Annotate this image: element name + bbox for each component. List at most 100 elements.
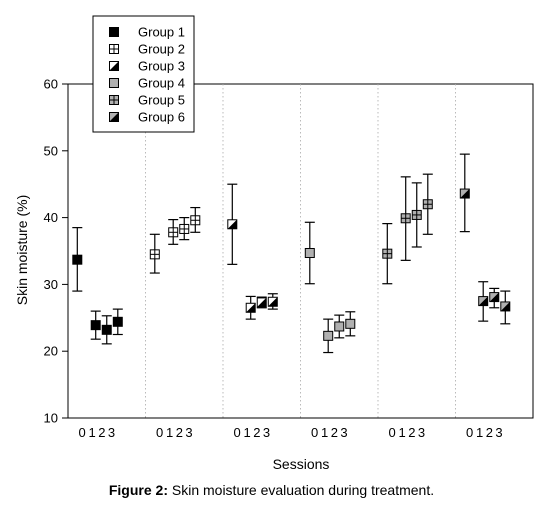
marker-crosshatch <box>179 223 190 234</box>
data-point <box>168 219 179 245</box>
x-tick-label: 2 <box>98 425 105 440</box>
x-tick-label: 2 <box>253 425 260 440</box>
x-axis-label: Sessions <box>273 456 330 472</box>
plot-border <box>67 83 534 419</box>
x-tick-label: 3 <box>495 425 502 440</box>
series-5 <box>382 173 433 285</box>
marker-half-gray <box>500 301 511 312</box>
series-1 <box>72 227 123 345</box>
marker-half-black <box>109 61 119 71</box>
series-2 <box>149 206 201 274</box>
x-tick-label: 0 <box>466 425 473 440</box>
marker-half-gray <box>459 188 470 199</box>
legend-item: Group 5 <box>109 93 185 108</box>
data-point <box>411 182 422 248</box>
x-tick-label: 0 <box>78 425 85 440</box>
marker-half-gray <box>489 292 500 303</box>
data-point <box>245 295 256 320</box>
x-tick-label: 3 <box>263 425 270 440</box>
legend-label: Group 2 <box>138 42 185 57</box>
x-tick-label: 3 <box>108 425 115 440</box>
y-tick-label: 10 <box>44 411 58 426</box>
x-tick-label: 2 <box>408 425 415 440</box>
marker-half-black <box>256 297 267 308</box>
data-point <box>345 311 356 337</box>
x-tick-label: 3 <box>340 425 347 440</box>
legend-label: Group 1 <box>138 25 185 40</box>
series-6 <box>459 153 511 325</box>
marker-solid <box>109 27 119 37</box>
marker-gray <box>345 318 356 329</box>
data-point <box>179 217 190 241</box>
marker-solid <box>72 254 83 265</box>
data-point <box>422 173 433 235</box>
x-tick-label: 0 <box>388 425 395 440</box>
x-tick-label: 2 <box>331 425 338 440</box>
marker-crosshatch <box>109 44 119 54</box>
caption-text: Skin moisture evaluation during treatmen… <box>167 482 435 498</box>
x-tick-label: 0 <box>156 425 163 440</box>
legend-label: Group 3 <box>138 59 185 74</box>
y-tick-label: 40 <box>44 210 58 225</box>
marker-gray-crosshatch <box>382 248 393 259</box>
data-point <box>500 290 511 325</box>
y-tick-label: 30 <box>44 277 58 292</box>
marker-half-gray <box>478 296 489 307</box>
x-tick-label: 0 <box>311 425 318 440</box>
data-point <box>190 206 201 233</box>
marker-solid <box>101 324 112 335</box>
data-point <box>72 227 83 292</box>
data-point <box>149 233 160 274</box>
marker-gray-crosshatch <box>411 209 422 220</box>
group-separators <box>145 84 456 418</box>
data-point <box>267 293 278 310</box>
x-tick-label: 1 <box>89 425 96 440</box>
legend-label: Group 5 <box>138 93 185 108</box>
data-point <box>334 314 345 339</box>
y-axis-label: Skin moisture (%) <box>14 195 30 305</box>
data-point <box>400 176 411 261</box>
marker-gray <box>109 78 119 88</box>
data-point <box>304 221 315 285</box>
legend-item: Group 1 <box>109 25 185 40</box>
data-point <box>256 296 267 309</box>
x-tick-label: 1 <box>476 425 483 440</box>
x-tick-label: 2 <box>176 425 183 440</box>
legend-item: Group 3 <box>109 59 185 74</box>
marker-gray <box>304 248 315 259</box>
x-tick-label: 3 <box>418 425 425 440</box>
x-tick-label: 1 <box>166 425 173 440</box>
series-3 <box>227 183 278 320</box>
data-point <box>382 223 393 285</box>
figure-caption: Figure 2: Skin moisture evaluation durin… <box>0 482 543 498</box>
y-tick-label: 20 <box>44 344 58 359</box>
marker-crosshatch <box>149 249 160 260</box>
data-point <box>101 315 112 345</box>
marker-gray <box>334 321 345 332</box>
x-tick-label: 1 <box>321 425 328 440</box>
marker-gray-crosshatch <box>400 213 411 224</box>
x-tick-label: 3 <box>185 425 192 440</box>
x-tick-label: 1 <box>399 425 406 440</box>
plot-frame <box>67 83 534 419</box>
x-tick-label: 0 <box>233 425 240 440</box>
data-point <box>90 310 101 340</box>
marker-half-black <box>227 219 238 230</box>
marker-gray <box>323 330 334 341</box>
data-point <box>478 281 489 322</box>
legend-item: Group 4 <box>109 76 185 91</box>
y-tick-label: 60 <box>44 77 58 92</box>
legend-item: Group 2 <box>109 42 185 57</box>
marker-half-black <box>245 302 256 313</box>
data-marks <box>72 153 511 354</box>
legend-item: Group 6 <box>109 110 185 125</box>
marker-crosshatch <box>168 227 179 238</box>
legend: Group 1 Group 2 Group 3 Group 4 Group 5 Group… <box>92 15 195 133</box>
data-point <box>323 318 334 354</box>
marker-half-black <box>267 296 278 307</box>
data-point <box>112 308 123 336</box>
marker-gray-crosshatch <box>422 199 433 210</box>
marker-half-gray <box>109 112 119 122</box>
